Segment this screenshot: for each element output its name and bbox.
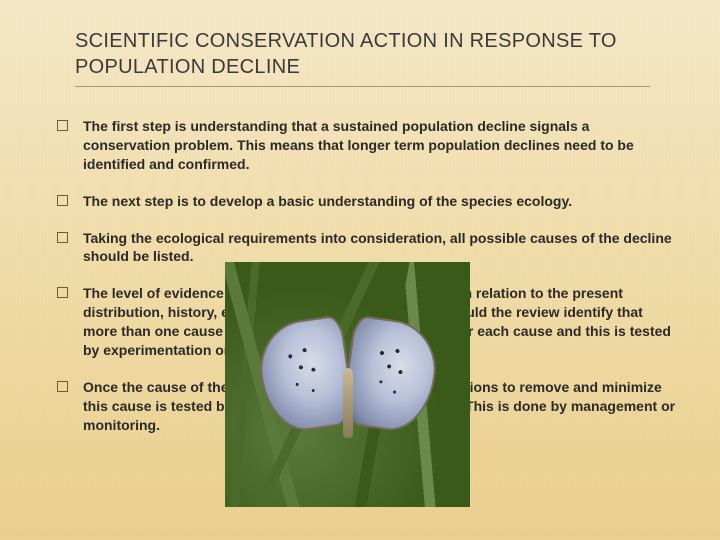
butterfly-photo: [225, 262, 470, 507]
wing-left: [253, 314, 355, 435]
slide-container: SCIENTIFIC CONSERVATION ACTION IN RESPON…: [0, 0, 720, 540]
bullet-item: Taking the ecological requirements into …: [55, 229, 680, 267]
bullet-item: The first step is understanding that a s…: [55, 117, 680, 174]
butterfly-icon: [253, 310, 443, 450]
butterfly-body: [343, 368, 353, 438]
slide-title: SCIENTIFIC CONSERVATION ACTION IN RESPON…: [75, 28, 650, 87]
wing-right: [339, 314, 441, 435]
bullet-item: The next step is to develop a basic unde…: [55, 192, 680, 211]
